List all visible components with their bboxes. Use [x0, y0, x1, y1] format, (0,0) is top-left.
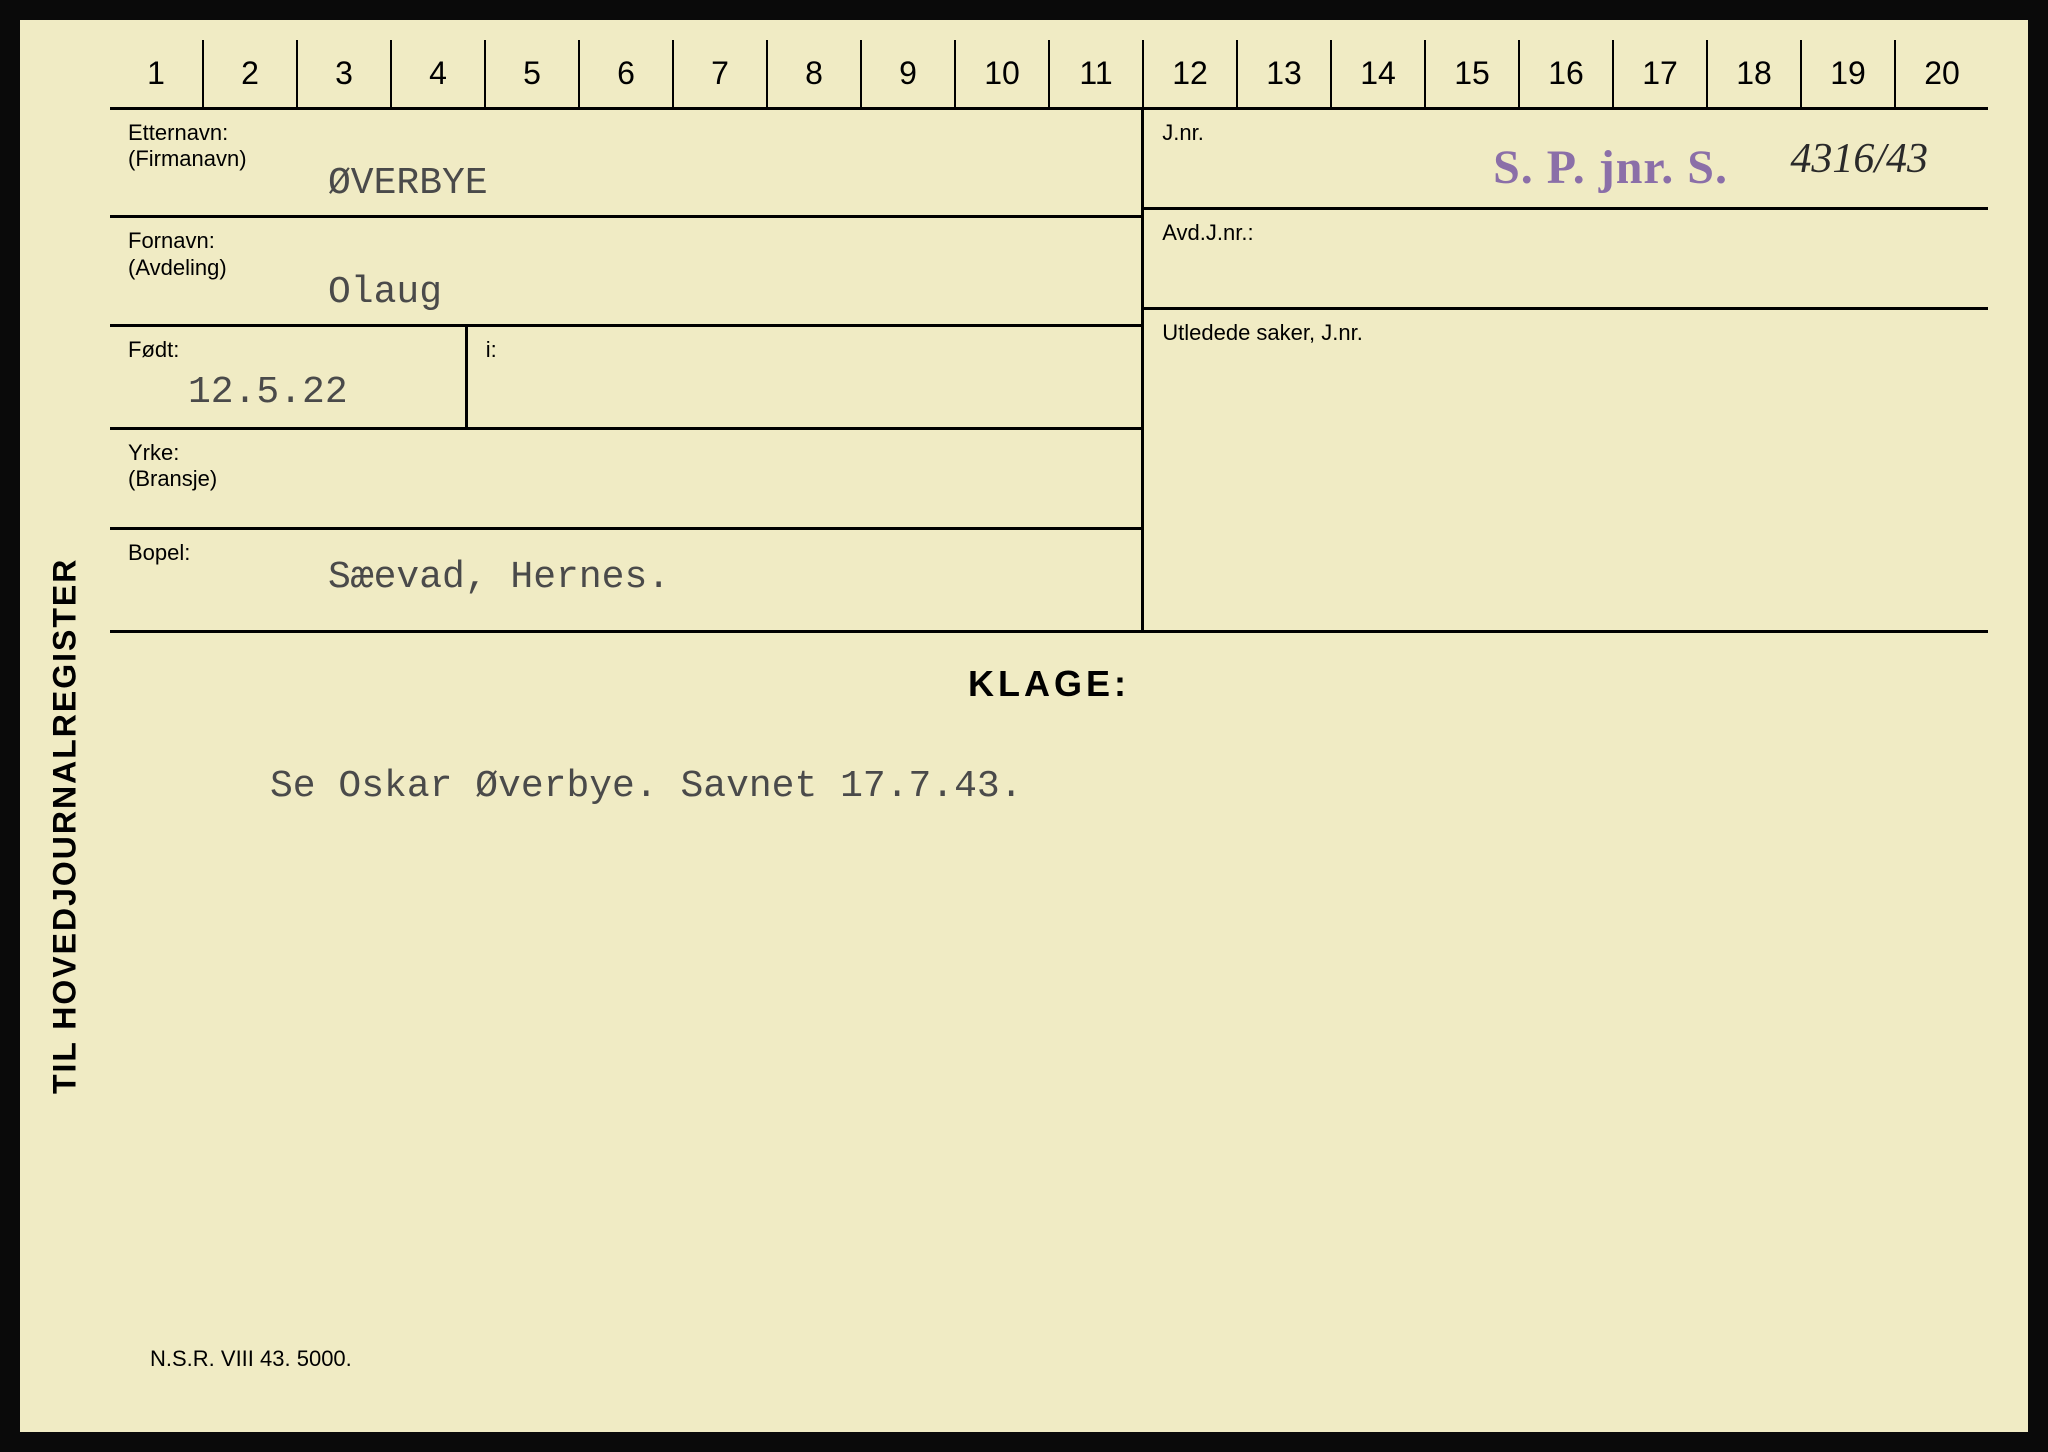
jnr-handwritten: 4316/43: [1790, 135, 1928, 183]
i-field: i:: [465, 327, 1142, 427]
klage-text: Se Oskar Øverbye. Savnet 17.7.43.: [150, 765, 1948, 808]
ruler-cell: 9: [860, 40, 954, 107]
jnr-field: J.nr. S. P. jnr. S. 4316/43: [1144, 110, 1988, 210]
form-grid: Etternavn: (Firmanavn) ØVERBYE Fornavn: …: [110, 110, 1988, 633]
etternavn-field: Etternavn: (Firmanavn) ØVERBYE: [110, 110, 1141, 218]
footer-text: N.S.R. VIII 43. 5000.: [150, 1346, 352, 1372]
fodt-value: 12.5.22: [128, 371, 447, 414]
ruler-cell: 15: [1424, 40, 1518, 107]
ruler-cell: 14: [1330, 40, 1424, 107]
ruler-cell: 10: [954, 40, 1048, 107]
avd-jnr-field: Avd.J.nr.:: [1144, 210, 1988, 310]
vertical-title: TIL HOVEDJOURNALREGISTER: [20, 240, 110, 1412]
ruler-cell: 19: [1800, 40, 1894, 107]
fodt-label: Født:: [128, 337, 447, 363]
fodt-field: Født: 12.5.22: [110, 327, 465, 427]
yrke-sublabel: (Bransje): [128, 466, 1123, 492]
utledede-label: Utledede saker, J.nr.: [1162, 320, 1970, 346]
klage-title: KLAGE:: [150, 663, 1948, 705]
ruler-cell: 6: [578, 40, 672, 107]
ruler-cell: 16: [1518, 40, 1612, 107]
fornavn-value: Olaug: [128, 271, 1123, 314]
yrke-field: Yrke: (Bransje): [110, 430, 1141, 530]
form-left-column: Etternavn: (Firmanavn) ØVERBYE Fornavn: …: [110, 110, 1141, 630]
jnr-stamp: S. P. jnr. S.: [1493, 140, 1728, 195]
bopel-value: Sæevad, Hernes.: [128, 556, 1123, 599]
ruler-cell: 8: [766, 40, 860, 107]
ruler-cell: 3: [296, 40, 390, 107]
avd-jnr-label: Avd.J.nr.:: [1162, 220, 1970, 246]
fodt-row: Født: 12.5.22 i:: [110, 327, 1141, 430]
registration-card: TIL HOVEDJOURNALREGISTER 1 2 3 4 5 6 7 8…: [20, 20, 2028, 1432]
fornavn-label: Fornavn:: [128, 228, 1123, 254]
ruler-cell: 2: [202, 40, 296, 107]
ruler-cell: 18: [1706, 40, 1800, 107]
number-ruler: 1 2 3 4 5 6 7 8 9 10 11 12 13 14 15 16 1…: [110, 40, 1988, 110]
utledede-field: Utledede saker, J.nr.: [1144, 310, 1988, 590]
etternavn-label: Etternavn:: [128, 120, 1123, 146]
ruler-cell: 13: [1236, 40, 1330, 107]
ruler-cell: 12: [1142, 40, 1236, 107]
ruler-cell: 20: [1894, 40, 1988, 107]
i-label: i:: [486, 337, 1124, 363]
ruler-cell: 17: [1612, 40, 1706, 107]
ruler-cell: 1: [110, 40, 202, 107]
klage-section: KLAGE: Se Oskar Øverbye. Savnet 17.7.43.…: [110, 633, 1988, 1412]
ruler-cell: 4: [390, 40, 484, 107]
yrke-label: Yrke:: [128, 440, 1123, 466]
form-right-column: J.nr. S. P. jnr. S. 4316/43 Avd.J.nr.: U…: [1141, 110, 1988, 630]
ruler-cell: 11: [1048, 40, 1142, 107]
card-content: 1 2 3 4 5 6 7 8 9 10 11 12 13 14 15 16 1…: [110, 40, 1988, 1412]
bopel-field: Bopel: Sæevad, Hernes.: [110, 530, 1141, 630]
ruler-cell: 7: [672, 40, 766, 107]
etternavn-value: ØVERBYE: [128, 162, 1123, 205]
ruler-cell: 5: [484, 40, 578, 107]
fornavn-field: Fornavn: (Avdeling) Olaug: [110, 218, 1141, 326]
